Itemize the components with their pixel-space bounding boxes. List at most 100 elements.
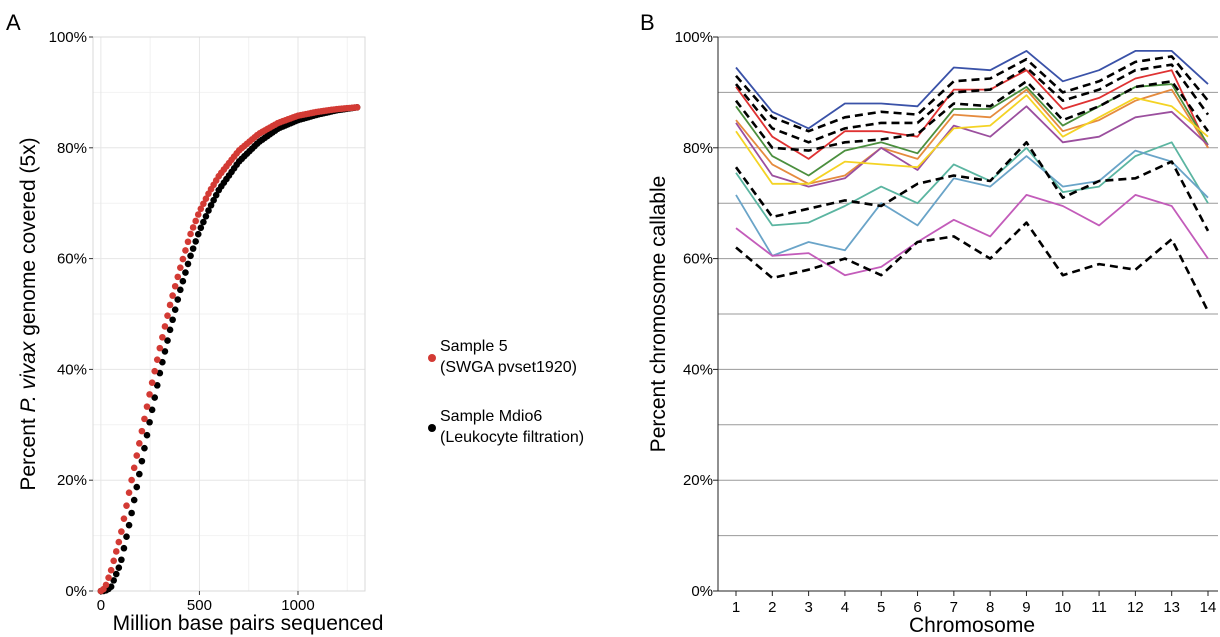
panel-a-data-point <box>107 583 115 591</box>
panel-a-data-point <box>136 440 143 447</box>
panel-a-legend-label: Sample Mdio6 <box>440 408 542 425</box>
panel-a-data-point <box>112 548 120 555</box>
panel-b-x-tick-label: 14 <box>1200 599 1217 616</box>
panel-b-series-lines <box>734 50 1210 312</box>
panel-b-series-line-4 <box>735 69 1209 160</box>
panel-a-plot-border <box>92 36 366 592</box>
panel-a-data-point <box>353 104 361 111</box>
panel-a-data-point <box>151 367 158 375</box>
panel-a-y-axis: 0% 20% 40% 60% 80% 100% <box>49 29 93 600</box>
panel-b-y-tick-label: 100% <box>675 29 713 46</box>
panel-b-series-line-12 <box>735 149 1209 257</box>
panel-a-x-tick-label: 500 <box>187 597 212 614</box>
panel-a-data-point <box>164 337 171 344</box>
panel-a-data-point <box>123 533 130 541</box>
panel-a-data-point <box>194 211 202 218</box>
panel-b-x-tick-label: 10 <box>1054 599 1071 616</box>
panel-a-label: A <box>6 10 21 35</box>
panel-a-data-point <box>184 260 192 268</box>
panel-a-data-point <box>166 326 174 334</box>
panel-a-legend: Sample 5 (SWGA pvset1920) Sample Mdio6 (Leu… <box>428 338 584 446</box>
panel-a-data-point <box>107 566 115 574</box>
panel-a-data-point <box>128 509 135 517</box>
panel-b-y-tick-label: 0% <box>691 583 713 600</box>
panel-b-y-tick-label: 40% <box>683 361 713 378</box>
panel-b-series-line-8 <box>735 105 1209 188</box>
panel-a-data-point <box>136 470 143 478</box>
panel-a-data-point <box>141 415 148 423</box>
panel-a-data-point <box>182 269 189 276</box>
panel-a-data-point <box>130 464 138 472</box>
panel-a-data-point <box>141 444 148 452</box>
panel-a-data-point <box>153 356 161 363</box>
panel-a-series-sample-5 <box>97 104 361 595</box>
panel-a-data-point <box>159 358 166 366</box>
panel-a-data-point <box>143 431 151 439</box>
panel-a-y-tick-label: 60% <box>57 251 87 268</box>
panel-a-data-point <box>169 316 176 324</box>
panel-a-data-point <box>130 496 138 504</box>
panel-a-data-point <box>120 515 128 522</box>
panel-a-data-point <box>133 483 141 491</box>
panel-a-data-point <box>138 457 146 465</box>
panel-a-data-point <box>197 205 205 213</box>
panel-b-series-line-13 <box>735 194 1209 277</box>
panel-a-data-point <box>102 581 110 589</box>
panel-a-data-point <box>171 282 179 290</box>
panel-a-data-point <box>112 570 120 578</box>
panel-a-legend-label: (Leukocyte filtration) <box>440 429 584 446</box>
panel-b-x-tick-label: 5 <box>877 599 885 616</box>
panel-a-x-tick-label: 1000 <box>281 597 314 614</box>
panel-a-y-tick-label: 40% <box>57 361 87 378</box>
panel-b-series-line-2 <box>735 55 1210 133</box>
panel-b-series-line-3 <box>734 63 1210 144</box>
panel-b-x-tick-label: 3 <box>804 599 812 616</box>
panel-a-data-point <box>161 348 169 355</box>
panel-a-y-tick-label: 20% <box>57 472 87 489</box>
panel-a-y-tick-label: 100% <box>49 29 87 46</box>
panel-a-data-point <box>194 230 202 238</box>
panel-a-data-point <box>169 292 176 299</box>
panel-a-x-axis-title: Million base pairs sequenced <box>113 612 384 635</box>
panel-b-y-tick-label: 60% <box>683 251 713 268</box>
panel-b-x-tick-label: 9 <box>1022 599 1030 616</box>
panel-b-series-line-5 <box>734 80 1210 152</box>
panel-a-data-point <box>197 224 205 232</box>
panel-b-series-line-14 <box>735 221 1210 312</box>
panel-a-data-point <box>148 379 156 386</box>
panel-a-data-point <box>159 333 166 341</box>
panel-a-x-tick-label: 0 <box>97 597 105 614</box>
panel-a-data-point <box>148 406 156 414</box>
panel-b-line-chart: B 0%20%40%60%80%100% 1 2 3 4 5 6 7 8 9 10 11 12 13 14… <box>640 10 1218 637</box>
panel-b-y-axis: 0% 20% 40% 60% 80% 100% <box>675 29 718 600</box>
panel-a-legend-marker <box>428 424 436 432</box>
panel-b-series-line-11 <box>735 141 1209 227</box>
panel-a-data-point <box>156 344 164 352</box>
panel-a-y-tick-label: 0% <box>65 583 87 600</box>
panel-a-data-point <box>110 577 117 584</box>
panel-a-data-point <box>110 557 117 565</box>
panel-a-y-tick-label: 80% <box>57 140 87 157</box>
panel-a-data-point <box>118 528 125 535</box>
panel-a-data-point <box>182 247 189 254</box>
panel-a-data-point <box>105 574 112 582</box>
panel-a-data-point <box>187 230 194 238</box>
panel-a-data-point <box>200 218 207 226</box>
panel-a-legend-marker <box>428 354 436 362</box>
panel-a-data-point <box>123 502 130 509</box>
panel-a-data-point <box>128 476 135 484</box>
panel-a-data-point <box>192 238 199 245</box>
panel-b-y-tick-label: 80% <box>683 140 713 157</box>
panel-a-data-point <box>125 521 133 529</box>
panel-a-data-point <box>207 201 215 209</box>
panel-a-data-point <box>143 403 151 410</box>
panel-a-data-point <box>202 195 210 203</box>
panel-a-data-point <box>171 306 179 313</box>
panel-b-x-tick-label: 13 <box>1163 599 1180 616</box>
panel-b-x-tick-label: 12 <box>1127 599 1144 616</box>
panel-a-data-point <box>146 418 153 426</box>
panel-a-data-point <box>179 277 187 285</box>
panel-b-series-line-1 <box>735 50 1209 130</box>
panel-a-data-point <box>164 312 171 319</box>
